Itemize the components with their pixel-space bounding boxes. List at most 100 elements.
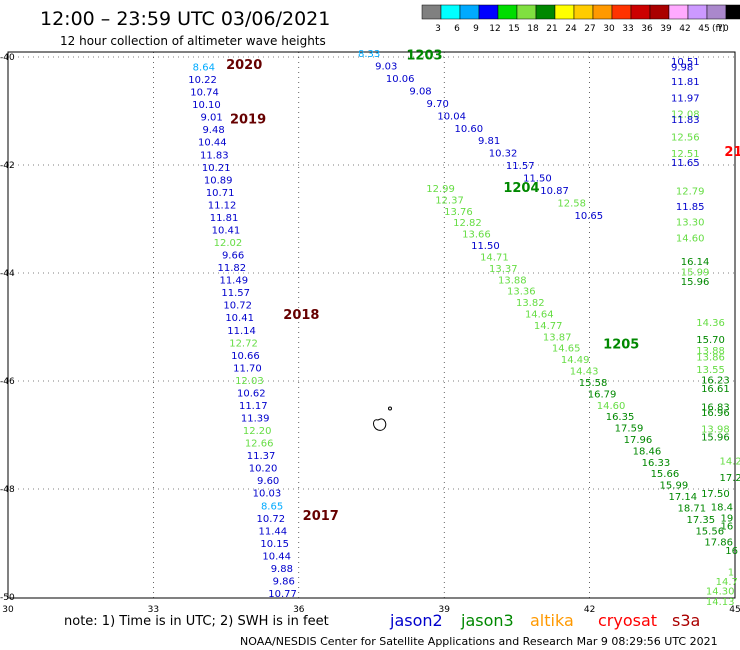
wave-height-value: 16.83	[701, 403, 730, 414]
wave-height-value: 15.96	[681, 277, 710, 288]
wave-height-value: 12.03	[235, 376, 264, 387]
wave-height-value: 14.7	[716, 577, 738, 588]
wave-height-value: 10.44	[262, 551, 291, 562]
wave-height-value: 15.70	[696, 335, 725, 346]
latitude-tick-label: -40	[0, 53, 15, 63]
wave-height-value: 10.89	[204, 175, 233, 186]
wave-height-value: 14.71	[480, 252, 509, 263]
wave-height-value: 15.96	[701, 432, 730, 443]
wave-height-value: 11.49	[219, 276, 248, 287]
wave-height-value: 13.76	[444, 207, 473, 218]
wave-height-value: 16	[725, 546, 738, 557]
wave-height-value: 9.88	[271, 564, 293, 575]
wave-height-value: 10.06	[386, 74, 415, 85]
wave-height-value: 16.23	[701, 376, 730, 387]
wave-height-value: 10.72	[257, 514, 286, 525]
wave-height-value: 11.57	[506, 161, 535, 172]
wave-height-value: 11.81	[671, 77, 700, 88]
latitude-tick-label: -48	[0, 485, 15, 495]
color-scale-label: 45	[698, 24, 709, 34]
wave-height-value: 9.03	[375, 61, 397, 72]
color-swatch	[592, 4, 613, 20]
color-scale-label: 70	[717, 24, 729, 34]
wave-height-value: 16.33	[642, 458, 671, 469]
pass-number-label: 213	[724, 145, 740, 160]
wave-height-value: 17.35	[686, 515, 715, 526]
wave-height-value: 16.14	[681, 257, 710, 268]
color-scale-label: 33	[622, 24, 633, 34]
latitude-tick-label: -42	[0, 161, 15, 171]
longitude-tick-label: 42	[584, 605, 595, 615]
wave-height-value: 10.62	[237, 388, 266, 399]
wave-height-value: 12.79	[676, 187, 705, 198]
wave-height-value: 11.37	[247, 451, 276, 462]
pass-number-label: 2018	[283, 308, 319, 323]
wave-height-value: 13.88	[696, 346, 725, 357]
wave-height-value: 11.57	[221, 288, 250, 299]
wave-height-value: 11.81	[210, 213, 239, 224]
color-scale-label: 18	[527, 24, 539, 34]
color-swatch	[725, 4, 740, 20]
color-swatch	[535, 4, 556, 20]
wave-height-value: 12.82	[453, 218, 482, 229]
wave-height-value: 13.88	[498, 275, 527, 286]
wave-height-value: 9.70	[427, 99, 449, 110]
wave-height-value: 9.08	[409, 86, 431, 97]
color-swatch	[668, 4, 689, 20]
color-scale-label: 24	[565, 24, 577, 34]
wave-height-value: 14.30	[706, 586, 735, 597]
wave-height-value: 12.66	[245, 439, 274, 450]
wave-height-value: 1	[728, 567, 734, 578]
page-title: 12:00 – 23:59 UTC 03/06/2021	[40, 8, 330, 30]
wave-height-value: 10.15	[260, 539, 289, 550]
wave-height-value: 14.36	[696, 318, 725, 329]
pass-number-label: 2020	[226, 58, 262, 73]
wave-height-value: 15.58	[579, 378, 608, 389]
wave-height-value: 10.65	[575, 211, 604, 222]
wave-height-value: 8.33	[358, 49, 380, 60]
wave-height-value: 17.96	[624, 435, 653, 446]
wave-height-value: 10.87	[540, 186, 569, 197]
wave-height-value: 14.2	[719, 457, 740, 468]
wave-height-value: 14.60	[597, 401, 626, 412]
wave-height-value: 10.41	[212, 225, 241, 236]
legend-item: altika	[530, 611, 574, 630]
wave-height-value: 12.37	[435, 195, 464, 206]
color-swatch	[649, 4, 670, 20]
wave-height-value: 10.66	[231, 351, 260, 362]
page-subtitle: 12 hour collection of altimeter wave hei…	[60, 34, 326, 48]
wave-height-value: 10.22	[188, 75, 217, 86]
graticule	[8, 52, 735, 598]
color-swatch	[516, 4, 537, 20]
color-scale-label: 39	[660, 24, 672, 34]
pass-number-label: 2019	[230, 112, 266, 127]
wave-height-value: 11.65	[671, 158, 700, 169]
wave-height-value: 13.55	[696, 365, 725, 376]
wave-height-value: 11.50	[471, 241, 500, 252]
wave-height-value: 10.21	[202, 163, 231, 174]
wave-height-value: 16.79	[588, 389, 617, 400]
wave-height-value: 13.36	[507, 287, 536, 298]
pass-number-label: 1203	[406, 49, 442, 64]
wave-height-value: 10.03	[253, 489, 282, 500]
wave-height-value: 8.65	[261, 501, 283, 512]
color-scale-label: 36	[641, 24, 653, 34]
wave-height-value: 11.39	[241, 414, 270, 425]
wave-height-value: 12.56	[671, 133, 700, 144]
wave-height-value: 13.86	[696, 352, 725, 363]
wave-height-value: 11.83	[200, 150, 229, 161]
wave-height-value: 13.66	[462, 230, 491, 241]
wave-height-value: 8.64	[193, 63, 215, 74]
wave-height-value: 10.51	[671, 57, 700, 68]
wave-height-value: 13.30	[676, 217, 705, 228]
longitude-tick-label: 30	[2, 605, 14, 615]
longitude-tick-label: 33	[148, 605, 159, 615]
map-frame	[7, 51, 736, 599]
wave-height-value: 14.60	[676, 234, 705, 245]
wave-height-value: 18.71	[677, 503, 706, 514]
wave-height-value: 11.44	[258, 526, 287, 537]
color-scale-label: 42	[679, 24, 690, 34]
wave-height-value: 9.60	[257, 476, 279, 487]
wave-height-value: 10.77	[268, 589, 297, 600]
